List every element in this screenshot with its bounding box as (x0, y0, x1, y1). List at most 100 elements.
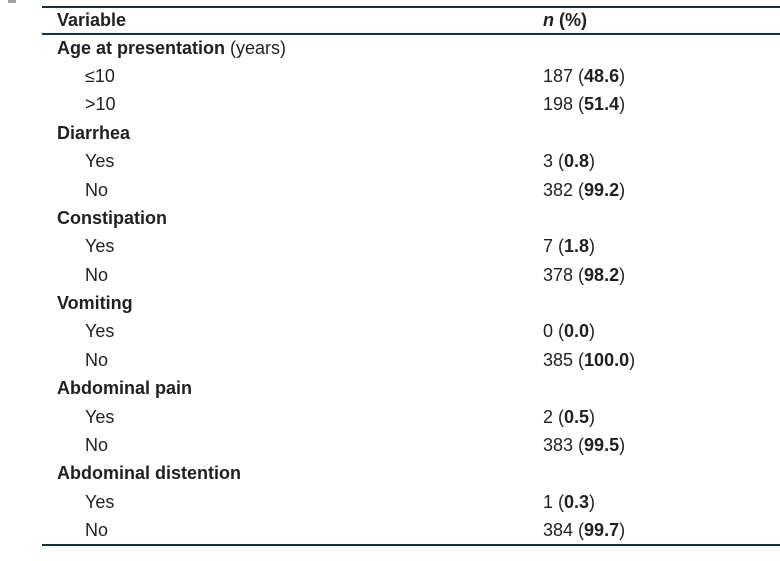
row-n-count: 384 (543, 520, 574, 541)
row-label-text: Age at presentation (57, 37, 226, 58)
column-header-variable: Variable (57, 10, 127, 30)
row-label: Abdominal pain (42, 378, 192, 399)
row-label: Yes (42, 407, 114, 428)
row-paren-open: ( (573, 264, 585, 285)
row-value: 3 (0.8) (543, 151, 595, 172)
row-label-text: Yes (85, 321, 115, 342)
row-paren-close: ) (589, 236, 596, 257)
row-paren-close: ) (589, 491, 596, 512)
row-label-text: No (85, 349, 109, 370)
row-paren-close: ) (589, 151, 596, 172)
row-label: Yes (42, 151, 114, 172)
row-value: 198 (51.4) (543, 94, 625, 115)
table-row: No 383 (99.5) (42, 431, 780, 459)
row-label-text: No (85, 520, 109, 541)
row-label-text: ≤10 (85, 66, 115, 87)
row-value: 187 (48.6) (543, 66, 625, 87)
row-value: 382 (99.2) (543, 180, 625, 201)
table-bottom-rule (42, 544, 780, 546)
header-n-symbol: n (543, 10, 554, 30)
row-percent: 0.3 (564, 491, 590, 512)
table-row: Diarrhea (42, 119, 780, 147)
row-label-text: No (85, 434, 109, 455)
table-header-row: Variable n (%) (42, 8, 780, 33)
row-label-text: Constipation (57, 207, 167, 228)
row-paren-open: ( (573, 349, 585, 370)
table-row: Yes 2 (0.5) (42, 403, 780, 431)
row-label-text: No (85, 264, 109, 285)
row-label: Diarrhea (42, 123, 130, 144)
row-paren-close: ) (589, 321, 596, 342)
row-paren-open: ( (553, 321, 565, 342)
row-percent: 99.7 (584, 520, 620, 541)
row-value: 2 (0.5) (543, 407, 595, 428)
row-label: >10 (42, 94, 116, 115)
table-row: Yes 7 (1.8) (42, 233, 780, 261)
row-label-suffix: (years) (225, 37, 287, 58)
row-percent: 0.8 (564, 151, 590, 172)
row-paren-open: ( (553, 236, 565, 257)
row-label: No (42, 520, 108, 541)
table-row: Yes 3 (0.8) (42, 148, 780, 176)
row-paren-open: ( (553, 406, 565, 427)
row-paren-close: ) (619, 434, 626, 455)
header-pct-suffix: (%) (554, 10, 587, 30)
row-value: 0 (0.0) (543, 321, 595, 342)
row-paren-open: ( (573, 94, 585, 115)
row-n-count: 385 (543, 349, 574, 370)
table-row: No 385 (100.0) (42, 346, 780, 374)
row-n-count: 187 (543, 66, 574, 87)
row-label: No (42, 350, 108, 371)
row-paren-open: ( (573, 66, 585, 87)
row-percent: 98.2 (584, 264, 620, 285)
row-value: 384 (99.7) (543, 520, 625, 541)
row-n-count: 1 (543, 491, 554, 512)
scan-artifact (8, 0, 16, 3)
row-label-text: No (85, 179, 109, 200)
row-value: 7 (1.8) (543, 236, 595, 257)
table-body: Age at presentation (years) ≤10 187 (48.… (42, 34, 780, 545)
row-paren-close: ) (619, 94, 626, 115)
row-label: Constipation (42, 208, 167, 229)
row-n-count: 7 (543, 236, 554, 257)
row-percent: 100.0 (584, 349, 630, 370)
row-label-text: Yes (85, 151, 115, 172)
table-row: No 384 (99.7) (42, 516, 780, 544)
row-paren-close: ) (589, 406, 596, 427)
row-paren-close: ) (619, 520, 626, 541)
row-n-count: 378 (543, 264, 574, 285)
row-label: No (42, 265, 108, 286)
row-label: ≤10 (42, 66, 115, 87)
row-paren-open: ( (573, 434, 585, 455)
row-value: 385 (100.0) (543, 350, 635, 371)
row-paren-open: ( (573, 520, 585, 541)
row-label: Yes (42, 236, 114, 257)
row-paren-close: ) (629, 349, 636, 370)
row-n-count: 383 (543, 434, 574, 455)
row-value: 378 (98.2) (543, 265, 625, 286)
table-row: ≤10 187 (48.6) (42, 62, 780, 90)
row-percent: 99.5 (584, 434, 620, 455)
row-label-text: >10 (85, 94, 116, 115)
row-percent: 0.5 (564, 406, 590, 427)
table-row: Abdominal distention (42, 460, 780, 488)
row-label: Yes (42, 492, 114, 513)
row-label-text: Yes (85, 491, 115, 512)
row-n-count: 3 (543, 151, 554, 172)
row-label: Age at presentation (years) (42, 38, 286, 59)
table-row: Yes 1 (0.3) (42, 488, 780, 516)
row-label: No (42, 180, 108, 201)
row-label: No (42, 435, 108, 456)
row-paren-close: ) (619, 264, 626, 285)
row-label-text: Yes (85, 236, 115, 257)
row-percent: 48.6 (584, 66, 620, 87)
row-label: Yes (42, 321, 114, 342)
table-row: >10 198 (51.4) (42, 91, 780, 119)
row-label-text: Abdominal distention (57, 463, 241, 484)
table-row: Constipation (42, 204, 780, 232)
row-paren-close: ) (619, 66, 626, 87)
row-n-count: 0 (543, 321, 554, 342)
row-n-count: 382 (543, 179, 574, 200)
row-label-text: Abdominal pain (57, 378, 192, 399)
